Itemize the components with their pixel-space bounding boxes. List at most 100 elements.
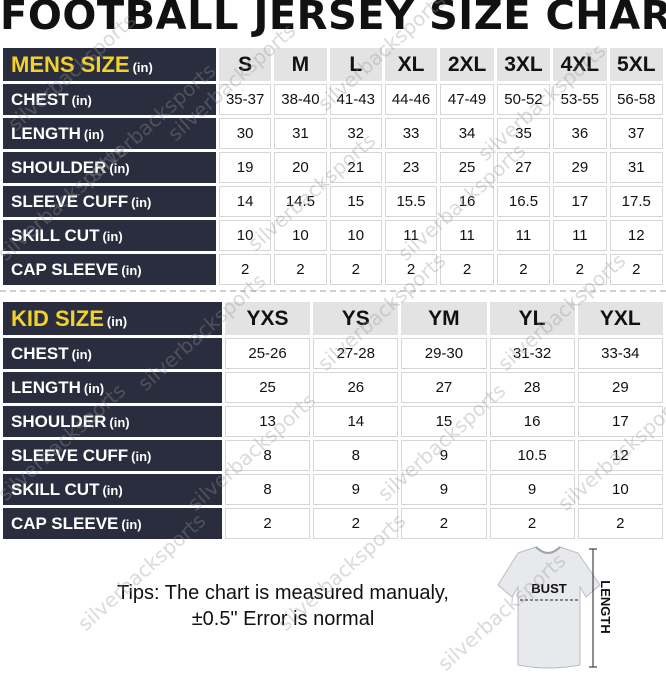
size-value-cell: 33 bbox=[384, 118, 438, 149]
size-row: LENGTH (in) 30 31 32 33 34 35 36 37 bbox=[3, 118, 663, 149]
size-value-cell: 41-43 bbox=[329, 84, 382, 115]
size-header: 2XL bbox=[440, 48, 494, 81]
size-value-cell: 2 bbox=[609, 254, 663, 285]
size-row: CHEST (in) 35-37 38-40 41-43 44-46 47-49 50-52 5… bbox=[3, 84, 663, 115]
size-value-cell: 36 bbox=[553, 118, 607, 149]
row-label-unit: (in) bbox=[102, 482, 123, 498]
mens-size-label: MENS SIZE bbox=[11, 51, 130, 77]
size-row: LENGTH (in) 25 26 27 28 29 bbox=[3, 372, 663, 403]
row-label-text: CHEST bbox=[11, 89, 69, 109]
size-value-cell: 10 bbox=[329, 220, 382, 251]
size-row: SLEEVE CUFF (in) 14 14.5 15 15.5 16 16.5 17 17.5 bbox=[3, 186, 663, 217]
size-value-cell: 17 bbox=[577, 406, 663, 437]
row-label-unit: (in) bbox=[83, 126, 105, 142]
size-row: SLEEVE CUFF (in) 8 8 9 10.5 12 bbox=[3, 440, 663, 471]
size-value-cell: 20 bbox=[274, 152, 327, 183]
size-header: 3XL bbox=[496, 48, 551, 81]
size-value-cell: 2 bbox=[274, 254, 327, 285]
size-value-cell: 9 bbox=[489, 474, 575, 505]
size-value-cell: 28 bbox=[489, 372, 575, 403]
row-label-length: LENGTH (in) bbox=[3, 118, 217, 149]
size-value-cell: 12 bbox=[609, 220, 663, 251]
jersey-measurement-diagram: BUST LENGTH bbox=[497, 546, 613, 669]
size-value-cell: 21 bbox=[329, 152, 382, 183]
size-value-cell: 35 bbox=[496, 118, 551, 149]
jersey-shirt-shape bbox=[497, 546, 601, 669]
size-row: SKILL CUT (in) 10 10 10 11 11 11 11 12 bbox=[3, 220, 663, 251]
size-value-cell: 2 bbox=[401, 508, 487, 539]
size-value-cell: 35-37 bbox=[219, 84, 272, 115]
row-label-unit: (in) bbox=[109, 160, 130, 176]
size-value-cell: 2 bbox=[496, 254, 551, 285]
size-value-cell: 47-49 bbox=[440, 84, 494, 115]
size-value-cell: 15.5 bbox=[384, 186, 438, 217]
size-value-cell: 29 bbox=[577, 372, 663, 403]
size-value-cell: 56-58 bbox=[609, 84, 663, 115]
row-label-text: SHOULDER bbox=[11, 157, 107, 177]
row-label-text: LENGTH bbox=[11, 123, 81, 143]
size-value-cell: 29 bbox=[553, 152, 607, 183]
row-label-text: SKILL CUT bbox=[11, 479, 100, 499]
size-value-cell: 2 bbox=[489, 508, 575, 539]
row-label-unit: (in) bbox=[121, 262, 142, 278]
row-label-unit: (in) bbox=[83, 380, 105, 396]
row-label-unit: (in) bbox=[71, 92, 92, 108]
row-label-text: SLEEVE CUFF bbox=[11, 445, 129, 465]
size-value-cell: 25 bbox=[224, 372, 311, 403]
size-value-cell: 9 bbox=[401, 474, 487, 505]
size-value-cell: 10.5 bbox=[489, 440, 575, 471]
size-value-cell: 15 bbox=[401, 406, 487, 437]
size-value-cell: 2 bbox=[440, 254, 494, 285]
size-value-cell: 11 bbox=[384, 220, 438, 251]
row-label-text: SLEEVE CUFF bbox=[11, 191, 129, 211]
size-header: 5XL bbox=[609, 48, 663, 81]
size-header: YM bbox=[401, 302, 487, 335]
row-label-shoulder: SHOULDER (in) bbox=[3, 406, 222, 437]
size-row: SHOULDER (in) 13 14 15 16 17 bbox=[3, 406, 663, 437]
row-label-sleeve-cuff: SLEEVE CUFF (in) bbox=[3, 440, 222, 471]
kids-size-table: KID SIZE (in) YXS YS YM YL YXL CHEST (in) 2… bbox=[0, 299, 666, 542]
row-label-sleeve-cuff: SLEEVE CUFF (in) bbox=[3, 186, 217, 217]
size-value-cell: 53-55 bbox=[553, 84, 607, 115]
size-value-cell: 2 bbox=[313, 508, 399, 539]
kids-size-header: KID SIZE (in) bbox=[3, 302, 222, 335]
size-value-cell: 29-30 bbox=[401, 338, 487, 369]
size-header: YL bbox=[489, 302, 575, 335]
size-value-cell: 11 bbox=[440, 220, 494, 251]
row-label-text: CAP SLEEVE bbox=[11, 513, 119, 533]
size-value-cell: 27-28 bbox=[313, 338, 399, 369]
size-value-cell: 31 bbox=[274, 118, 327, 149]
size-value-cell: 16.5 bbox=[496, 186, 551, 217]
size-value-cell: 10 bbox=[274, 220, 327, 251]
row-label-unit: (in) bbox=[71, 346, 92, 362]
size-value-cell: 10 bbox=[219, 220, 272, 251]
tips-line-1: Tips: The chart is measured manualy, bbox=[117, 582, 449, 604]
row-label-text: SKILL CUT bbox=[11, 225, 100, 245]
kids-size-label: KID SIZE bbox=[11, 305, 104, 331]
size-value-cell: 8 bbox=[224, 440, 311, 471]
size-header: XL bbox=[384, 48, 438, 81]
row-label-text: SHOULDER bbox=[11, 411, 107, 431]
size-value-cell: 17 bbox=[553, 186, 607, 217]
size-row: CHEST (in) 25-26 27-28 29-30 31-32 33-34 bbox=[3, 338, 663, 369]
size-value-cell: 31-32 bbox=[489, 338, 575, 369]
size-header: YXL bbox=[577, 302, 663, 335]
row-label-cap-sleeve: CAP SLEEVE (in) bbox=[3, 254, 217, 285]
mens-size-table: MENS SIZE (in) S M L XL 2XL 3XL 4XL 5XL C… bbox=[0, 45, 666, 288]
size-value-cell: 2 bbox=[219, 254, 272, 285]
size-header: S bbox=[219, 48, 272, 81]
size-header: YS bbox=[313, 302, 399, 335]
size-row: SKILL CUT (in) 8 9 9 9 10 bbox=[3, 474, 663, 505]
size-value-cell: 37 bbox=[609, 118, 663, 149]
row-label-unit: (in) bbox=[121, 516, 142, 532]
size-value-cell: 9 bbox=[401, 440, 487, 471]
size-value-cell: 14.5 bbox=[274, 186, 327, 217]
size-row: CAP SLEEVE (in) 2 2 2 2 2 2 2 2 bbox=[3, 254, 663, 285]
size-value-cell: 16 bbox=[489, 406, 575, 437]
mens-size-header: MENS SIZE (in) bbox=[3, 48, 217, 81]
row-label-cap-sleeve: CAP SLEEVE (in) bbox=[3, 508, 222, 539]
size-value-cell: 34 bbox=[440, 118, 494, 149]
size-value-cell: 14 bbox=[219, 186, 272, 217]
bust-label: BUST bbox=[531, 581, 566, 596]
size-row: CAP SLEEVE (in) 2 2 2 2 2 bbox=[3, 508, 663, 539]
